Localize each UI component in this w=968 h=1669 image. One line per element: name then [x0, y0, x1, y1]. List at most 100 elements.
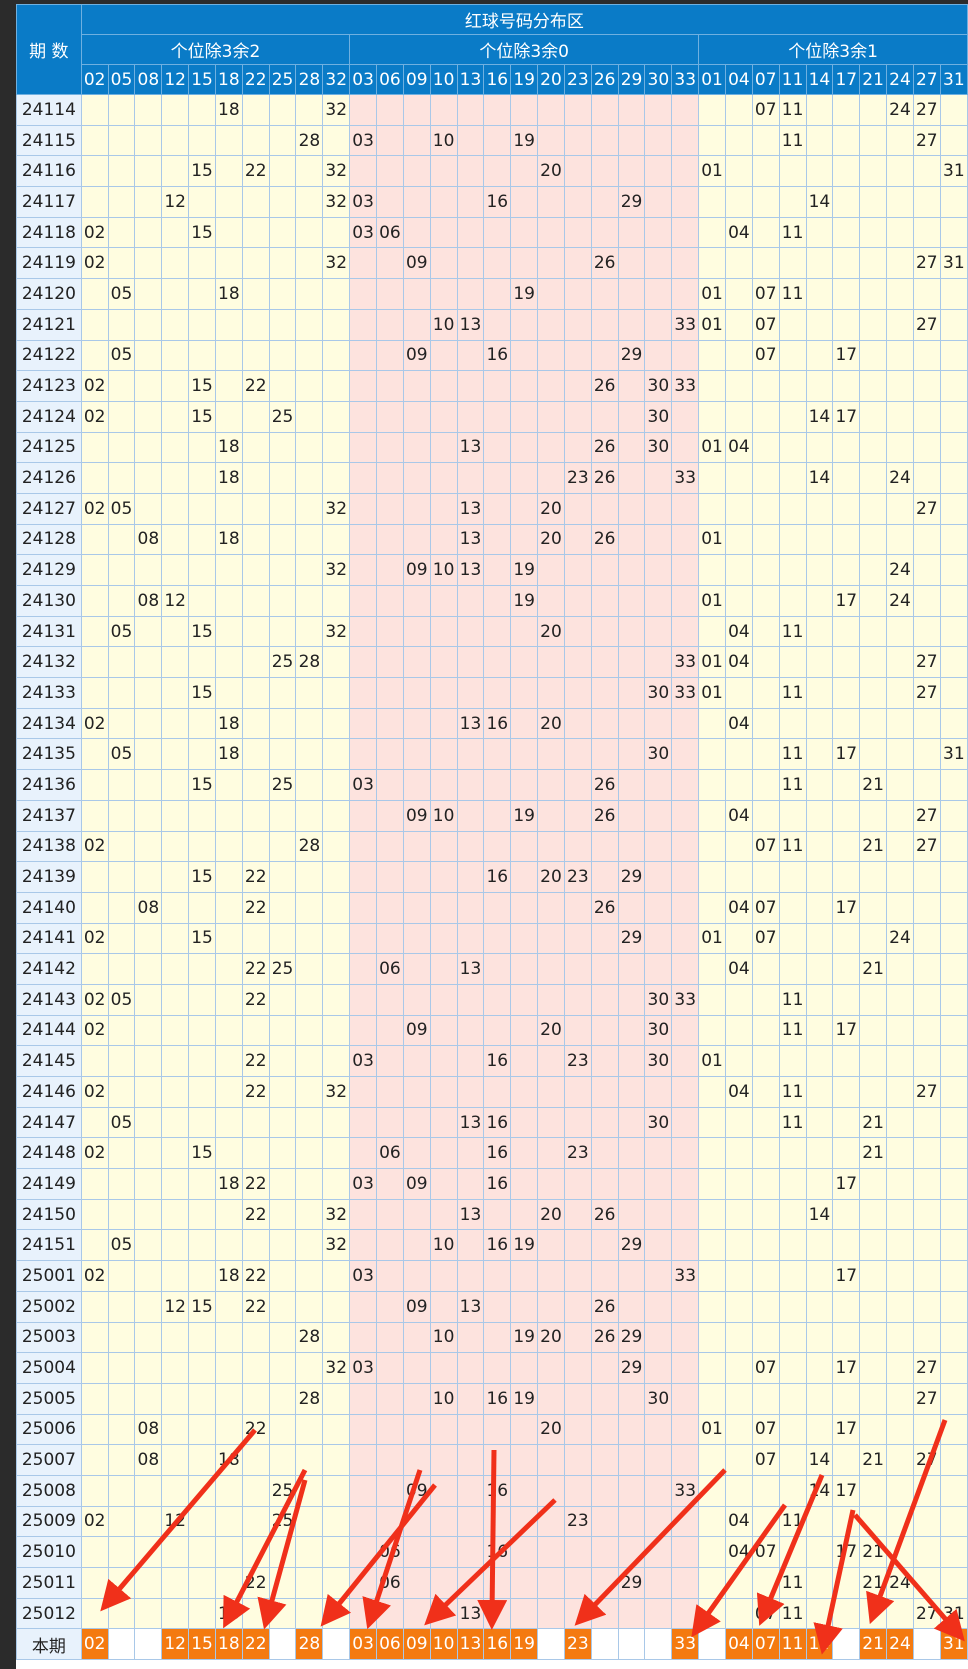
empty-cell	[537, 769, 565, 801]
empty-cell	[832, 523, 861, 556]
empty-cell	[859, 1321, 888, 1354]
empty-cell	[241, 1137, 270, 1170]
empty-cell	[429, 1536, 458, 1568]
empty-cell	[107, 1321, 136, 1354]
empty-cell	[859, 1014, 888, 1047]
empty-cell	[376, 124, 404, 157]
number-cell: 16	[483, 1137, 512, 1170]
empty-cell	[376, 738, 404, 771]
empty-cell	[939, 1260, 968, 1292]
empty-cell	[188, 1382, 216, 1415]
empty-cell	[402, 308, 431, 341]
number-cell: 22	[241, 891, 270, 924]
empty-cell	[563, 339, 592, 372]
empty-cell	[510, 1106, 539, 1139]
empty-cell	[912, 1229, 941, 1262]
empty-cell	[188, 1505, 216, 1538]
empty-cell	[886, 861, 914, 893]
empty-cell	[698, 738, 726, 771]
empty-cell	[778, 922, 807, 955]
empty-cell	[939, 677, 968, 709]
empty-cell	[724, 1290, 753, 1323]
empty-cell	[349, 247, 378, 280]
empty-cell	[429, 1597, 458, 1630]
empty-cell	[751, 216, 780, 249]
empty-cell	[617, 1444, 646, 1476]
empty-cell	[429, 615, 458, 648]
number-cell: 05	[107, 983, 136, 1016]
empty-cell	[617, 1628, 646, 1661]
number-cell: 24	[886, 922, 914, 955]
empty-cell	[107, 1168, 136, 1200]
empty-cell	[939, 492, 968, 525]
empty-cell	[80, 1198, 109, 1231]
empty-cell	[483, 891, 512, 924]
number-cell: 01	[698, 278, 726, 310]
empty-cell	[832, 431, 861, 464]
empty-cell	[510, 1444, 539, 1476]
empty-cell	[671, 216, 700, 249]
number-cell: 03	[349, 1352, 378, 1384]
empty-cell	[724, 1597, 753, 1630]
empty-cell	[80, 646, 109, 679]
empty-cell	[698, 1076, 726, 1108]
empty-cell	[537, 186, 565, 218]
empty-cell	[295, 1474, 324, 1507]
empty-cell	[832, 1106, 861, 1139]
empty-cell	[107, 1014, 136, 1047]
empty-cell	[295, 585, 324, 617]
empty-cell	[886, 1260, 914, 1292]
number-cell: 16	[483, 1229, 512, 1262]
empty-cell	[80, 278, 109, 310]
empty-cell	[241, 1474, 270, 1507]
empty-cell	[268, 1628, 297, 1661]
empty-cell	[644, 339, 673, 372]
empty-cell	[402, 615, 431, 648]
empty-cell	[510, 523, 539, 556]
empty-cell	[349, 585, 378, 617]
empty-cell	[751, 1505, 780, 1538]
number-cell: 33	[671, 646, 700, 679]
empty-cell	[886, 1290, 914, 1323]
column-header: 33	[671, 64, 700, 95]
empty-cell	[698, 1168, 726, 1200]
number-cell: 22	[241, 983, 270, 1016]
empty-cell	[724, 124, 753, 157]
empty-cell	[349, 523, 378, 556]
number-cell: 07	[751, 1413, 780, 1446]
empty-cell	[617, 1597, 646, 1630]
empty-cell	[724, 1382, 753, 1415]
empty-cell	[859, 523, 888, 556]
number-cell: 09	[402, 554, 431, 586]
empty-cell	[590, 278, 619, 310]
number-cell: 04	[724, 891, 753, 924]
empty-cell	[510, 431, 539, 464]
empty-cell	[429, 1474, 458, 1507]
empty-cell	[832, 1045, 861, 1077]
empty-cell	[724, 94, 753, 126]
number-cell: 07	[751, 891, 780, 924]
number-cell: 03	[349, 216, 378, 249]
empty-cell	[537, 1260, 565, 1292]
empty-cell	[912, 1014, 941, 1047]
number-cell: 25	[268, 1505, 297, 1538]
empty-cell	[107, 523, 136, 556]
empty-cell	[912, 155, 941, 188]
number-cell: 13	[456, 707, 485, 740]
empty-cell	[295, 1014, 324, 1047]
empty-cell	[134, 308, 163, 341]
empty-cell	[456, 400, 485, 433]
number-cell: 11	[778, 1076, 807, 1108]
empty-cell	[402, 1229, 431, 1262]
empty-cell	[912, 462, 941, 494]
empty-cell	[644, 1352, 673, 1384]
empty-cell	[698, 216, 726, 249]
number-cell: 17	[832, 1168, 861, 1200]
empty-cell	[859, 738, 888, 771]
empty-cell	[483, 983, 512, 1016]
empty-cell	[832, 922, 861, 955]
empty-cell	[349, 278, 378, 310]
empty-cell	[644, 646, 673, 679]
empty-cell	[80, 1045, 109, 1077]
empty-cell	[322, 983, 351, 1016]
